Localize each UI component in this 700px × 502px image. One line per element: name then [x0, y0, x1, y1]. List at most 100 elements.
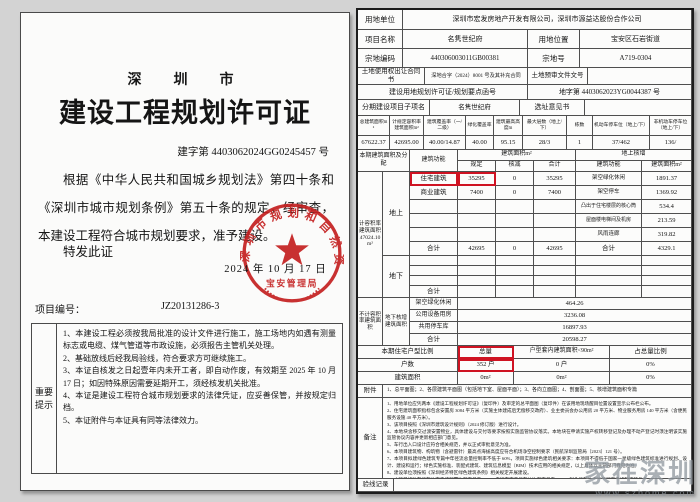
notice-item: 2、基础放线后经我局验线，符合要求方可继续施工。	[63, 353, 251, 363]
row-land-contract: 土地使用权出让合同书 深地合字（2024）8001 号及其补充合同 土地预审文件…	[358, 68, 692, 85]
zone-below-label: 地下	[383, 256, 410, 298]
alloc-reduced: 0	[496, 186, 534, 200]
alloc-total	[534, 266, 576, 276]
alloc-row-subtotal: 合计	[410, 286, 692, 298]
permit-table-page: 用地单位 深圳市宏发房地产开发有限公司，深圳市源益达股份合作公司 项目名称 名隽…	[356, 8, 694, 494]
land-user-value: 深圳市宏发房地产开发有限公司，深圳市源益达股份合作公司	[403, 10, 692, 30]
alloc-func-header: 建筑功能	[410, 150, 458, 172]
far-area-label: 计容积率建筑面积47024.10m²	[358, 172, 383, 298]
alloc-area-header-group: 建筑面积m² 规定 核减 合计	[458, 150, 576, 172]
below-rows: 合计	[410, 256, 692, 298]
bonus-func: 风雨连廊	[576, 228, 642, 242]
alloc-func: 住宅建筑	[410, 172, 458, 186]
remark-item: 5、车行出入口设计应符合相关规范，并以正式审批意见为准。	[387, 442, 514, 448]
housing-ratio-header: 占总量比例	[610, 346, 692, 359]
metric-header: 绿化覆盖率	[466, 116, 494, 136]
metric-header: 建筑覆盖率（一/二级）	[424, 116, 466, 136]
bonus-area	[642, 286, 692, 298]
row-subproject: 分期建设项目子项名 名隽世纪府 选址意见书	[358, 100, 692, 116]
alloc-func	[410, 256, 458, 266]
alloc-total: 42695	[534, 242, 576, 256]
city-title: 深 圳 市	[127, 73, 243, 88]
alloc-row: 屋面楼电梯间及机房 213.59	[410, 214, 692, 228]
seal-serial-arc	[264, 287, 320, 302]
bonus-area: 1891.37	[642, 172, 692, 186]
metric-value: 40.00/14.87	[424, 136, 466, 150]
alloc-approved	[458, 286, 496, 298]
bonus-area-header: 建筑面积m²	[642, 161, 692, 172]
project-number-value: JZ20131286-3	[161, 301, 220, 312]
row-metric-headers: 总建筑面积m² 计规定容积率建筑面积m² 建筑覆盖率（一/二级） 绿化覆盖率 建…	[358, 116, 692, 136]
nonfar-item-name: 共用停车库	[410, 322, 458, 334]
siting-opinion-value	[585, 100, 692, 116]
bonus-func	[576, 286, 642, 298]
certificate-number: 建字第 4403062024GG0245457 号	[177, 147, 329, 158]
remark-item: 2、住宅建筑面积指标包含安置房 3084 平方米（实施主体建成后无偿移交政府）、…	[387, 407, 687, 420]
bonus-area: 4329.1	[642, 242, 692, 256]
location-label: 用地位置	[528, 30, 580, 49]
row-land-user: 用地单位 深圳市宏发房地产开发有限公司，深圳市源益达股份合作公司	[358, 10, 692, 30]
zone-above-label: 地上	[383, 172, 410, 256]
attachments-text: 1、总平面图；2、各层建筑平面图（包括地下室、屋面平面）；3、各向立面图；4、剖…	[383, 385, 692, 398]
important-notice-box: 重要提示 1、本建设工程必须按我局批准的设计文件进行施工，施工场地内如遇有测量标…	[31, 323, 343, 474]
metric-value: 37/462	[593, 136, 650, 150]
housing-section-label: 本期住宅户型比例	[358, 346, 458, 359]
alloc-reduced	[496, 286, 534, 298]
alloc-row	[410, 266, 692, 276]
issue-statement: 特发此证	[63, 245, 114, 259]
alloc-subheader-total: 合计	[534, 161, 576, 172]
remarks-row: 备注 1、用地单位应凭两本《建设工程规划许可证》（复印件）及审定的总平面图（复印…	[358, 398, 692, 479]
bonus-func: 屋面楼电梯间及机房	[576, 214, 642, 228]
metric-header: 最大层数（地上/下）	[523, 116, 567, 136]
alloc-total	[534, 286, 576, 298]
row-parcel-code: 宗地编码 440306003011GB00381 宗地号 A719-0304	[358, 49, 692, 68]
location-value: 宝安区石岩街道	[580, 30, 692, 49]
alloc-func: 商业建筑	[410, 186, 458, 200]
notice-item: 5、本证附件与本证具有同等法律效力。	[63, 415, 203, 425]
alloc-total: 35295	[534, 172, 576, 186]
alloc-section-label: 本期建筑面积及分配	[358, 150, 410, 172]
land-permit-value: 地字第 4403062023YG0044387 号	[528, 85, 692, 100]
remark-item: 1、用地单位应凭两本《建设工程规划许可证》（复印件）及审定的总平面图（复印件）在…	[387, 401, 654, 406]
subproject-label: 分期建设项目子项名	[358, 100, 430, 116]
alloc-total	[534, 200, 576, 214]
alloc-total	[534, 214, 576, 228]
parcel-no-label: 宗地号	[528, 49, 580, 68]
bonus-area: 213.59	[642, 214, 692, 228]
alloc-reduced	[496, 228, 534, 242]
nonfar-row: 架空绿化休闲 464.26	[410, 298, 692, 310]
survey-record-value	[394, 479, 692, 492]
metric-header: 总建筑面积m²	[358, 116, 390, 136]
alloc-approved: 7400	[458, 186, 496, 200]
parcel-code-label: 宗地编码	[358, 49, 403, 68]
alloc-bonus-header: 地上核增	[576, 150, 692, 161]
attachments-row: 附件 1、总平面图；2、各层建筑平面图（包括地下室、屋面平面）；3、各向立面图；…	[358, 385, 692, 398]
alloc-reduced: 0	[496, 172, 534, 186]
row-project-name: 项目名称 名隽世纪府 用地位置 宝安区石岩街道	[358, 30, 692, 49]
remark-item: 9、本项目机动车停车位充电桩配置比例不低于 30%，自行车充电停车位比例不低于 …	[387, 477, 687, 478]
important-notice-label: 重要提示	[32, 324, 57, 473]
alloc-bonus-header-group: 地上核增 建筑功能 建筑面积m²	[576, 150, 692, 172]
housing-area-row: 建筑面积 0m² 0m² 0%	[358, 372, 692, 385]
nonfar-row-subtotal: 合计 20598.27	[410, 334, 692, 346]
bonus-area	[642, 256, 692, 266]
housing-small-unit-header: 户型套内建筑面积<90m²	[514, 346, 610, 359]
alloc-total	[534, 256, 576, 266]
housing-area-ratio: 0%	[610, 372, 692, 385]
notice-item: 3、本证自核发之日起壹年内未开工者，即自动作废，有效期至 2025 年 10 月…	[63, 366, 336, 388]
certificate-page: 深 圳 市 建设工程规划许可证 建字第 4403062024GG0245457 …	[20, 12, 350, 491]
subproject-value: 名隽世纪府	[430, 100, 520, 116]
nonfar-item-name: 合计	[410, 334, 458, 346]
housing-units-ratio: 0%	[610, 359, 692, 372]
alloc-subheaders: 规定 核减 合计	[458, 161, 576, 172]
bonus-func: 合计	[576, 242, 642, 256]
row-alloc-header: 本期建筑面积及分配 建筑功能 建筑面积m² 规定 核减 合计 地上核增 建筑功能…	[358, 150, 692, 172]
nonfar-sub-label: 地下核增建筑面积	[383, 298, 410, 346]
certificate-title: 建设工程规划许可证	[59, 98, 311, 128]
remark-item: 3、该项目按照《深圳市建筑设计规则》（2024 修订版）进行设计。	[387, 421, 522, 427]
remark-item: 8、建设单位须按照《深圳经济特区绿色建筑条例》相关规定开展建设。	[387, 469, 532, 475]
land-permit-label: 建设用地规划许可证/规划要点函号	[358, 85, 528, 100]
bonus-func	[576, 266, 642, 276]
alloc-approved	[458, 266, 496, 276]
